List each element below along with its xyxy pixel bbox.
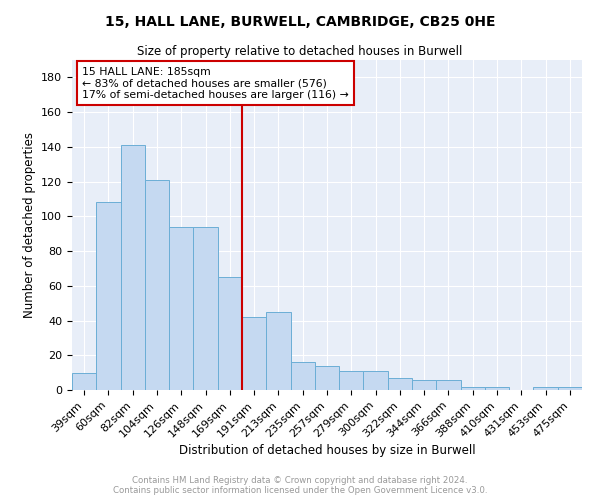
- Bar: [485, 386, 509, 390]
- Bar: [436, 380, 461, 390]
- Text: 15 HALL LANE: 185sqm
← 83% of detached houses are smaller (576)
17% of semi-deta: 15 HALL LANE: 185sqm ← 83% of detached h…: [82, 66, 349, 100]
- Bar: [242, 317, 266, 390]
- Bar: [558, 386, 582, 390]
- Text: Contains HM Land Registry data © Crown copyright and database right 2024.
Contai: Contains HM Land Registry data © Crown c…: [113, 476, 487, 495]
- Bar: [145, 180, 169, 390]
- Text: Size of property relative to detached houses in Burwell: Size of property relative to detached ho…: [137, 45, 463, 58]
- Bar: [339, 371, 364, 390]
- Bar: [290, 362, 315, 390]
- Bar: [193, 226, 218, 390]
- Bar: [121, 145, 145, 390]
- Bar: [461, 386, 485, 390]
- Bar: [388, 378, 412, 390]
- Bar: [315, 366, 339, 390]
- Bar: [412, 380, 436, 390]
- Bar: [96, 202, 121, 390]
- Bar: [218, 277, 242, 390]
- Bar: [72, 372, 96, 390]
- Text: 15, HALL LANE, BURWELL, CAMBRIDGE, CB25 0HE: 15, HALL LANE, BURWELL, CAMBRIDGE, CB25 …: [105, 15, 495, 29]
- Y-axis label: Number of detached properties: Number of detached properties: [23, 132, 35, 318]
- Bar: [266, 312, 290, 390]
- X-axis label: Distribution of detached houses by size in Burwell: Distribution of detached houses by size …: [179, 444, 475, 458]
- Bar: [533, 386, 558, 390]
- Bar: [169, 226, 193, 390]
- Bar: [364, 371, 388, 390]
